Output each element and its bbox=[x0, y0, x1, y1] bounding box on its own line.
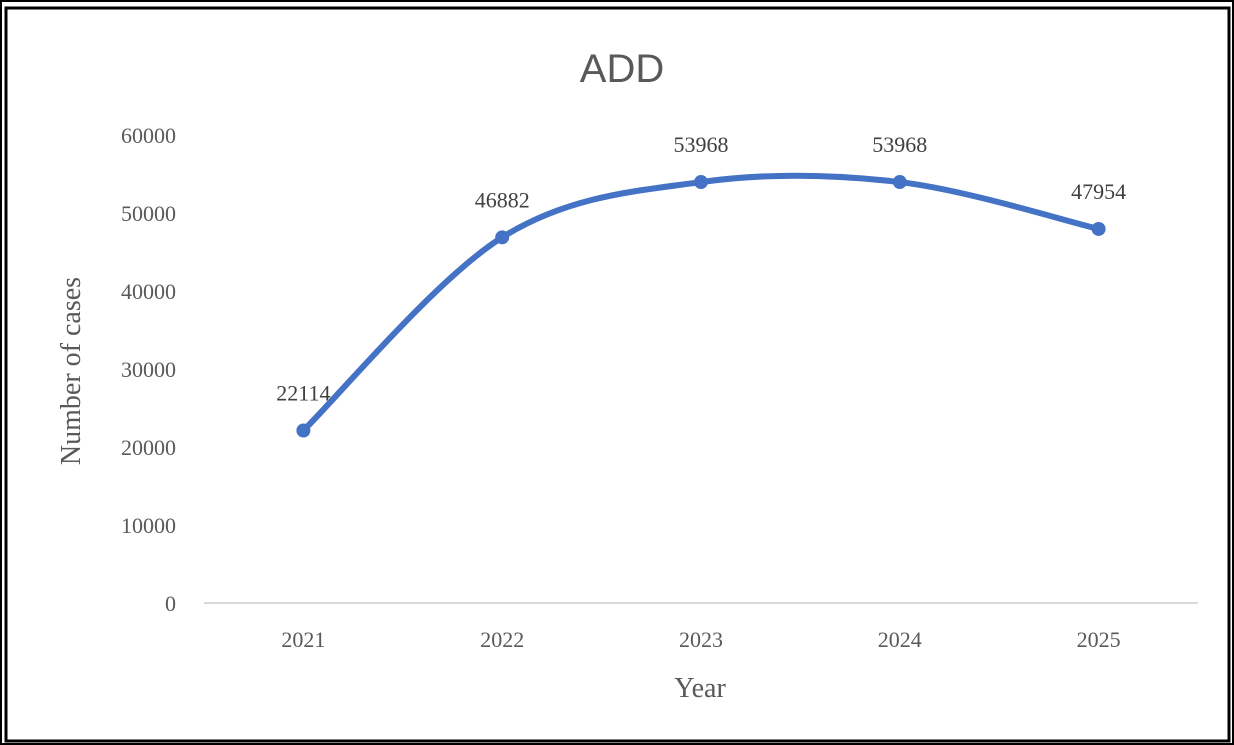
y-tick-label: 0 bbox=[165, 591, 176, 616]
y-tick-label: 10000 bbox=[121, 513, 176, 538]
series-line bbox=[300, 172, 1102, 434]
data-label: 46882 bbox=[475, 187, 530, 212]
data-label: 22114 bbox=[276, 381, 330, 406]
y-tick-labels: 0 10000 20000 30000 40000 50000 60000 bbox=[121, 123, 176, 616]
data-point bbox=[296, 423, 311, 438]
data-points bbox=[296, 175, 1106, 438]
y-tick-label: 60000 bbox=[121, 123, 176, 148]
inner-border bbox=[4, 6, 1231, 743]
x-tick-labels: 2021 2022 2023 2024 2025 bbox=[281, 627, 1120, 652]
data-point bbox=[495, 230, 510, 245]
x-tick-label: 2023 bbox=[679, 627, 723, 652]
data-point bbox=[694, 175, 708, 190]
data-point bbox=[1091, 221, 1106, 236]
y-tick-label: 30000 bbox=[121, 357, 176, 382]
y-tick-label: 40000 bbox=[121, 279, 176, 304]
x-tick-label: 2025 bbox=[1077, 627, 1121, 652]
data-point bbox=[892, 175, 907, 190]
y-axis-label: Number of cases bbox=[56, 277, 87, 465]
chart-title: ADD bbox=[580, 47, 664, 91]
data-label: 47954 bbox=[1071, 179, 1126, 204]
data-label: 53968 bbox=[872, 132, 927, 157]
x-tick-label: 2022 bbox=[480, 627, 524, 652]
x-tick-label: 2021 bbox=[281, 627, 325, 652]
y-tick-label: 50000 bbox=[121, 201, 176, 226]
y-tick-label: 20000 bbox=[121, 435, 176, 460]
data-label: 53968 bbox=[674, 132, 729, 157]
x-tick-label: 2024 bbox=[878, 627, 922, 652]
x-axis-label: Year bbox=[674, 673, 726, 704]
data-labels: 22114 46882 53968 53968 47954 bbox=[276, 132, 1126, 405]
